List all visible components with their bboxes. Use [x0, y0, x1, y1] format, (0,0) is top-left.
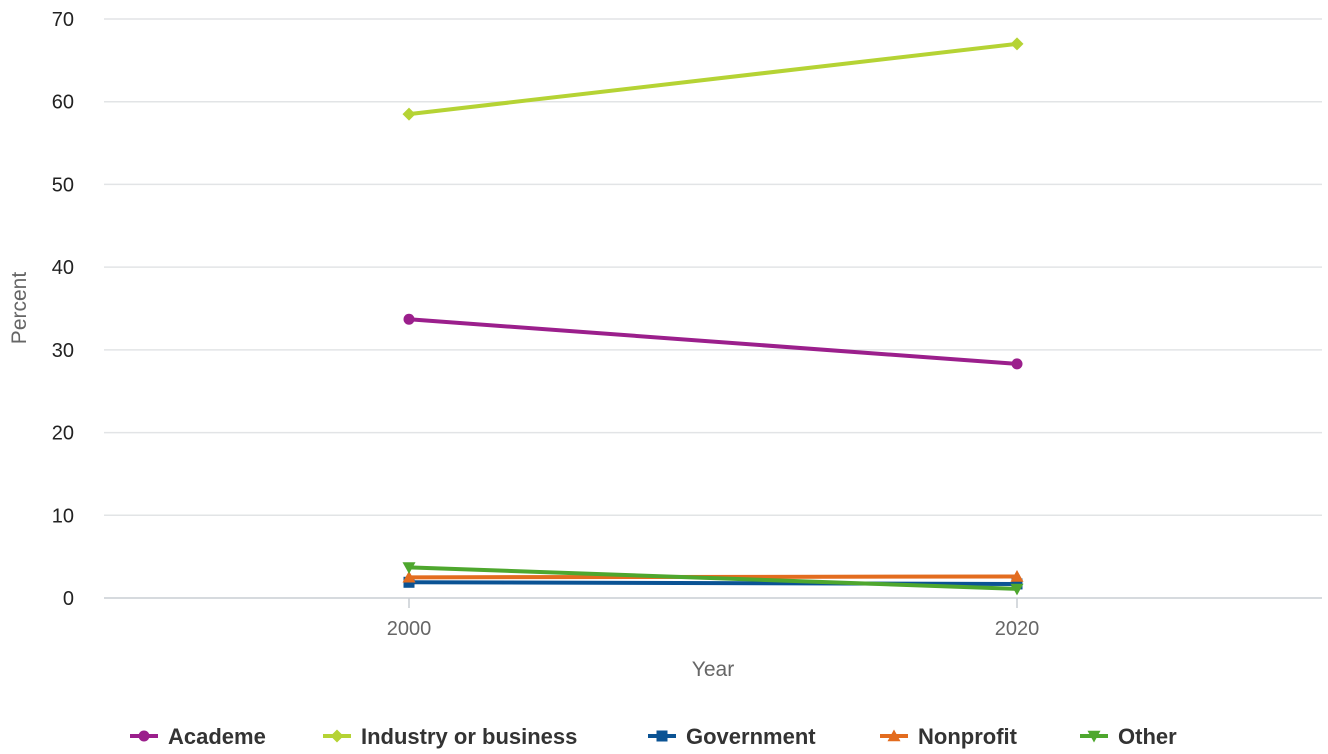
data-point: [403, 313, 415, 325]
legend-label: Academe: [168, 724, 266, 749]
x-axis-title: Year: [692, 658, 734, 681]
y-tick-label: 40: [52, 257, 74, 279]
legend: Academe Industry or business Government Non…: [130, 724, 1177, 749]
legend-marker-icon: [887, 729, 901, 742]
y-tick-label: 20: [52, 423, 74, 445]
data-point: [1010, 583, 1024, 596]
data-point: [1010, 569, 1024, 582]
data-point: [402, 570, 416, 583]
y-tick-label: 0: [63, 588, 74, 610]
series-line: [407, 41, 1019, 117]
legend-label: Nonprofit: [918, 724, 1018, 749]
data-point: [402, 107, 416, 121]
legend-item-academe: Academe: [130, 724, 266, 749]
series-academe: [403, 313, 1023, 370]
legend-item-government: Government: [648, 724, 816, 749]
series-industry-or-business: [402, 37, 1024, 121]
legend-label: Industry or business: [361, 724, 577, 749]
x-tick-labels: 2000 2020: [387, 598, 1040, 640]
y-tick-label: 70: [52, 9, 74, 31]
data-point: [1011, 358, 1023, 370]
y-tick-label: 30: [52, 340, 74, 362]
gridlines: [104, 18, 1322, 517]
legend-marker-icon: [330, 729, 344, 743]
y-tick-label: 10: [52, 505, 74, 527]
series-group: [402, 37, 1024, 596]
legend-marker-icon: [1087, 730, 1101, 743]
y-tick-label: 60: [52, 92, 74, 114]
legend-marker-icon: [656, 730, 668, 742]
legend-item-nonprofit: Nonprofit: [880, 724, 1018, 749]
y-axis-title: Percent: [8, 272, 31, 345]
series-line: [407, 565, 1019, 591]
legend-marker-icon: [138, 730, 150, 742]
x-tick-label: 2000: [387, 618, 432, 640]
y-tick-label: 50: [52, 174, 74, 196]
legend-item-industry-or-business: Industry or business: [323, 724, 577, 749]
legend-label: Government: [686, 724, 816, 749]
series-line: [407, 317, 1019, 366]
data-point: [1010, 37, 1024, 51]
data-point: [402, 562, 416, 574]
legend-label: Other: [1118, 724, 1177, 749]
x-tick-label: 2020: [995, 618, 1040, 640]
series-other: [402, 562, 1024, 596]
y-tick-labels: 0 10 20 30 40 50 60 70: [52, 9, 74, 610]
legend-item-other: Other: [1080, 724, 1177, 749]
